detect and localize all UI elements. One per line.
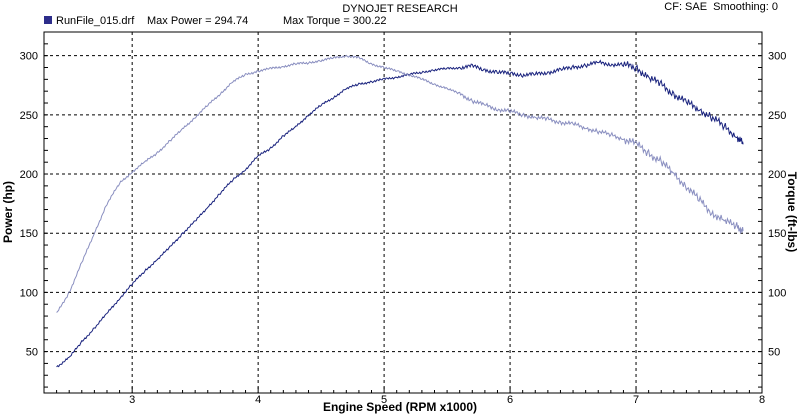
y-right-tick-label: 100	[768, 287, 786, 299]
y-left-tick-label: 50	[26, 347, 38, 359]
y-left-tick-label: 300	[20, 51, 38, 63]
grid-lines	[44, 32, 762, 393]
x-tick-label: 6	[507, 394, 513, 406]
y-axis-label-right: Torque (ft-lbs)	[785, 172, 799, 252]
plot-area	[43, 31, 763, 394]
torque-curve	[56, 54, 744, 313]
x-tick-label: 4	[255, 394, 261, 406]
y-right-tick-label: 50	[768, 347, 780, 359]
x-tick-labels: 3 4 5 6 7 8	[129, 394, 765, 406]
y-left-tick-labels: 50 100 150 200 250 300	[20, 51, 38, 359]
y-left-tick-label: 200	[20, 169, 38, 181]
power-curve	[56, 59, 744, 368]
series-lines	[56, 54, 744, 368]
y-right-tick-label: 200	[768, 169, 786, 181]
x-tick-label: 7	[633, 394, 639, 406]
header-max-power: Max Power = 294.74	[147, 15, 248, 27]
x-axis-label: Engine Speed (RPM x1000)	[323, 400, 477, 414]
y-left-tick-label: 250	[20, 110, 38, 122]
y-right-tick-label: 250	[768, 110, 786, 122]
header-run-file: RunFile_015.drf	[56, 15, 135, 27]
header-cf-info: CF: SAE Smoothing: 0	[664, 1, 778, 13]
axis-ticks	[44, 43, 763, 393]
y-left-tick-label: 100	[20, 287, 38, 299]
x-tick-label: 3	[129, 394, 135, 406]
x-tick-label: 5	[381, 394, 387, 406]
header-title: DYNOJET RESEARCH	[342, 3, 457, 15]
header-max-torque: Max Torque = 300.22	[283, 15, 386, 27]
y-right-tick-label: 300	[768, 51, 786, 63]
y-left-tick-label: 150	[20, 228, 38, 240]
y-axis-label-left: Power (hp)	[1, 181, 15, 243]
header-legend-swatch	[44, 16, 52, 24]
x-tick-label: 8	[759, 394, 765, 406]
y-right-tick-labels: 50 100 150 200 250 300	[768, 51, 786, 359]
y-right-tick-label: 150	[768, 228, 786, 240]
